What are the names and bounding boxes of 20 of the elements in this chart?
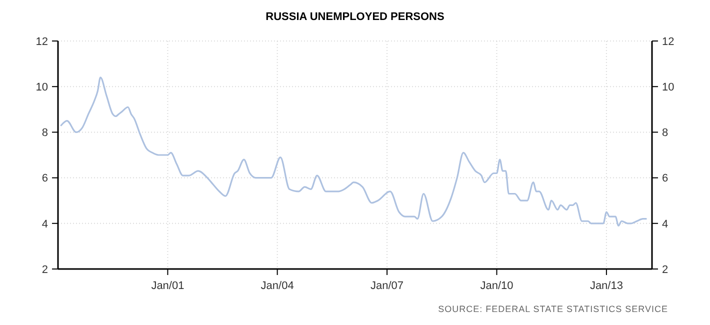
y-tick-label: 10 [36, 81, 48, 94]
x-tick-label: Jan/07 [370, 280, 404, 292]
y-tick-label: 12 [36, 36, 48, 48]
y2-tick-label: 12 [662, 36, 674, 48]
x-tick-label: Jan/04 [260, 280, 294, 292]
y2-tick-label: 8 [662, 127, 668, 140]
y-tick-label: 4 [42, 218, 48, 230]
x-tick-label: Jan/13 [590, 280, 623, 292]
line-series [60, 76, 647, 226]
chart-title: RUSSIA UNEMPLOYED PERSONS [266, 11, 444, 23]
y2-tick-label: 6 [662, 172, 668, 185]
y2-tick-label: 10 [662, 81, 674, 94]
x-tick-label: Jan/01 [151, 280, 184, 292]
x-tick-label: Jan/10 [480, 280, 514, 292]
source-note: SOURCE: FEDERAL STATE STATISTICS SERVICE [438, 304, 668, 314]
y2-tick-label: 2 [662, 264, 668, 276]
y-tick-label: 2 [42, 264, 48, 276]
y-tick-label: 8 [42, 127, 48, 140]
y2-tick-label: 4 [662, 218, 668, 230]
y-tick-label: 6 [42, 172, 48, 185]
